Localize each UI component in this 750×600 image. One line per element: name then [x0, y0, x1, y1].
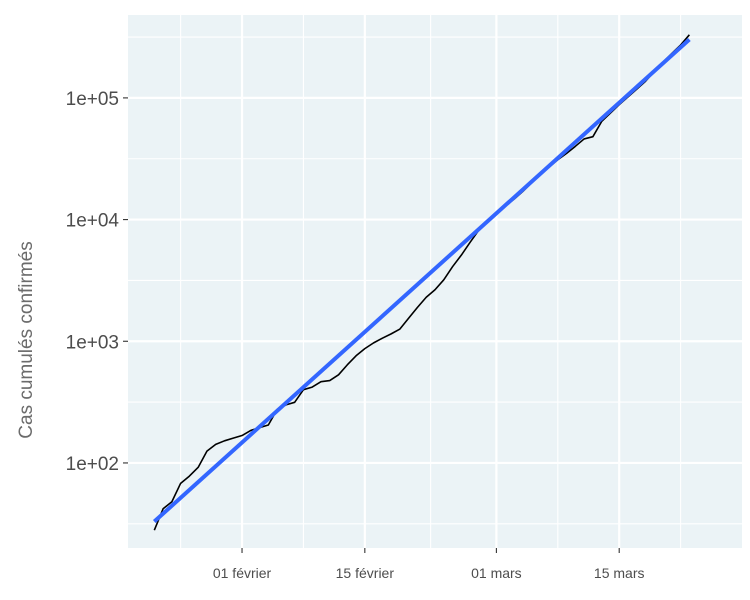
x-tick-label: 15 février — [336, 565, 395, 581]
y-tick-label: 1e+02 — [66, 454, 119, 475]
y-tick-label: 1e+05 — [66, 89, 119, 110]
y-axis: 1e+02 1e+03 1e+04 1e+05 — [66, 89, 128, 475]
y-tick-label: 1e+03 — [66, 332, 119, 353]
observed-series-line — [153, 34, 690, 531]
x-tick-label: 15 mars — [594, 565, 645, 581]
x-axis: 01 février 15 février 01 mars 15 mars — [213, 548, 645, 581]
fit-series-line — [152, 38, 691, 524]
y-tick-label: 1e+04 — [66, 211, 120, 232]
x-tick-label: 01 mars — [471, 565, 522, 581]
y-axis-title: Cas cumulés confirmés — [16, 241, 37, 438]
x-tick-label: 01 février — [213, 565, 272, 581]
minor-gridlines — [128, 15, 742, 548]
plot-panel — [128, 15, 742, 548]
